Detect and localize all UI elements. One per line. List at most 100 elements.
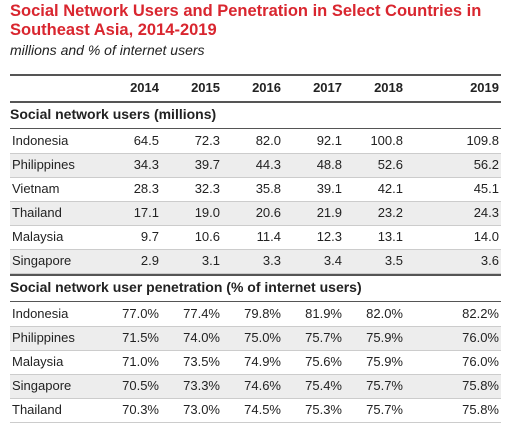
table-cell: 79.8% bbox=[244, 306, 281, 321]
row-label: Thailand bbox=[12, 205, 62, 220]
table-cell: 75.8% bbox=[462, 378, 499, 393]
table-cell: 100.8 bbox=[370, 133, 403, 148]
table-cell: 3.3 bbox=[262, 253, 281, 268]
chart-subtitle: millions and % of internet users bbox=[10, 42, 205, 58]
row-label: Philippines bbox=[12, 157, 75, 172]
year-header-2014: 2014 bbox=[130, 80, 159, 95]
chart-page: Social Network Users and Penetration in … bbox=[10, 2, 501, 423]
year-header-2016: 2016 bbox=[252, 80, 281, 95]
table-cell: 14.0 bbox=[473, 229, 499, 244]
table-cell: 34.3 bbox=[133, 157, 159, 172]
table-cell: 82.0% bbox=[366, 306, 403, 321]
table-cell: 71.0% bbox=[122, 354, 159, 369]
chart-title: Social Network Users and Penetration in … bbox=[10, 2, 482, 39]
table-cell: 82.0 bbox=[255, 133, 281, 148]
table-cell: 74.5% bbox=[244, 402, 281, 417]
table-cell: 45.1 bbox=[473, 181, 499, 196]
table-cell: 70.5% bbox=[122, 378, 159, 393]
table-cell: 82.2% bbox=[462, 306, 499, 321]
year-header-2019: 2019 bbox=[470, 80, 499, 95]
table-cell: 75.9% bbox=[366, 354, 403, 369]
table-cell: 11.4 bbox=[256, 229, 281, 244]
table-row: Philippines 34.3 39.7 44.3 48.8 52.6 56.2 bbox=[10, 154, 501, 178]
table-cell: 75.0% bbox=[244, 330, 281, 345]
table-cell: 76.0% bbox=[462, 354, 499, 369]
table-cell: 75.7% bbox=[305, 330, 342, 345]
table-cell: 75.9% bbox=[366, 330, 403, 345]
row-label: Thailand bbox=[12, 402, 62, 417]
table-cell: 32.3 bbox=[194, 181, 220, 196]
table-row: Singapore 2.9 3.1 3.3 3.4 3.5 3.6 bbox=[10, 250, 501, 274]
table-cell: 3.5 bbox=[384, 253, 403, 268]
table-row: Thailand 70.3% 73.0% 74.5% 75.3% 75.7% 75.8% bbox=[10, 399, 501, 423]
table-cell: 44.3 bbox=[255, 157, 281, 172]
table-cell: 77.4% bbox=[183, 306, 220, 321]
table-cell: 35.8 bbox=[255, 181, 281, 196]
row-label: Malaysia bbox=[12, 354, 64, 369]
table-cell: 109.8 bbox=[466, 133, 499, 148]
table-cell: 73.0% bbox=[183, 402, 220, 417]
table-cell: 2.9 bbox=[140, 253, 159, 268]
table-row: Malaysia 9.7 10.6 11.4 12.3 13.1 14.0 bbox=[10, 226, 501, 250]
table-cell: 75.7% bbox=[366, 402, 403, 417]
table-cell: 39.7 bbox=[194, 157, 220, 172]
table-cell: 20.6 bbox=[255, 205, 281, 220]
table-cell: 3.4 bbox=[323, 253, 342, 268]
row-label: Indonesia bbox=[12, 133, 69, 148]
row-label: Vietnam bbox=[12, 181, 60, 196]
row-label: Malaysia bbox=[12, 229, 64, 244]
top-rule bbox=[10, 74, 501, 76]
table-cell: 77.0% bbox=[122, 306, 159, 321]
year-header-2015: 2015 bbox=[191, 80, 220, 95]
table-cell: 76.0% bbox=[462, 330, 499, 345]
table-cell: 48.8 bbox=[316, 157, 342, 172]
table-cell: 74.0% bbox=[183, 330, 220, 345]
table-cell: 28.3 bbox=[133, 181, 159, 196]
table-cell: 56.2 bbox=[473, 157, 499, 172]
table-row: Philippines 71.5% 74.0% 75.0% 75.7% 75.9% 76.0… bbox=[10, 327, 501, 351]
table-row: Indonesia 77.0% 77.4% 79.8% 81.9% 82.0% 82.2% bbox=[10, 303, 501, 327]
table-cell: 39.1 bbox=[316, 181, 342, 196]
table-cell: 70.3% bbox=[122, 402, 159, 417]
table-cell: 71.5% bbox=[122, 330, 159, 345]
row-label: Singapore bbox=[12, 378, 72, 393]
table-cell: 19.0 bbox=[194, 205, 220, 220]
table-cell: 74.6% bbox=[244, 378, 281, 393]
table-cell: 73.3% bbox=[183, 378, 220, 393]
table-cell: 75.3% bbox=[305, 402, 342, 417]
table-cell: 64.5 bbox=[133, 133, 159, 148]
table-row: Singapore 70.5% 73.3% 74.6% 75.4% 75.7% 75.8% bbox=[10, 375, 501, 399]
table-cell: 74.9% bbox=[244, 354, 281, 369]
year-header-2017: 2017 bbox=[313, 80, 342, 95]
table-cell: 23.2 bbox=[377, 205, 403, 220]
year-header-row: 2014 2015 2016 2017 2018 2019 bbox=[10, 80, 501, 100]
table-cell: 21.9 bbox=[316, 205, 342, 220]
row-label: Indonesia bbox=[12, 306, 69, 321]
table-cell: 52.6 bbox=[377, 157, 403, 172]
section-rule bbox=[10, 274, 501, 276]
table-row: Malaysia 71.0% 73.5% 74.9% 75.6% 75.9% 76.0% bbox=[10, 351, 501, 375]
table-cell: 24.3 bbox=[473, 205, 499, 220]
table-row: Vietnam 28.3 32.3 35.8 39.1 42.1 45.1 bbox=[10, 178, 501, 202]
section-heading: Social network users (millions) bbox=[10, 106, 217, 122]
section-subrule bbox=[10, 301, 501, 302]
table-cell: 73.5% bbox=[183, 354, 220, 369]
section-rule bbox=[10, 101, 501, 103]
table-row: Thailand 17.1 19.0 20.6 21.9 23.2 24.3 bbox=[10, 202, 501, 226]
table-cell: 13.1 bbox=[377, 229, 403, 244]
section-subrule bbox=[10, 128, 501, 129]
table-cell: 10.6 bbox=[194, 229, 220, 244]
table-cell: 17.1 bbox=[133, 205, 159, 220]
table-cell: 3.1 bbox=[201, 253, 220, 268]
year-header-2018: 2018 bbox=[374, 80, 403, 95]
table-cell: 75.8% bbox=[462, 402, 499, 417]
table-cell: 75.6% bbox=[305, 354, 342, 369]
table-cell: 9.7 bbox=[140, 229, 159, 244]
table-cell: 72.3 bbox=[194, 133, 220, 148]
row-label: Singapore bbox=[12, 253, 72, 268]
table-cell: 75.4% bbox=[305, 378, 342, 393]
row-label: Philippines bbox=[12, 330, 75, 345]
table-cell: 3.6 bbox=[480, 253, 499, 268]
table-cell: 75.7% bbox=[366, 378, 403, 393]
table-cell: 42.1 bbox=[377, 181, 403, 196]
